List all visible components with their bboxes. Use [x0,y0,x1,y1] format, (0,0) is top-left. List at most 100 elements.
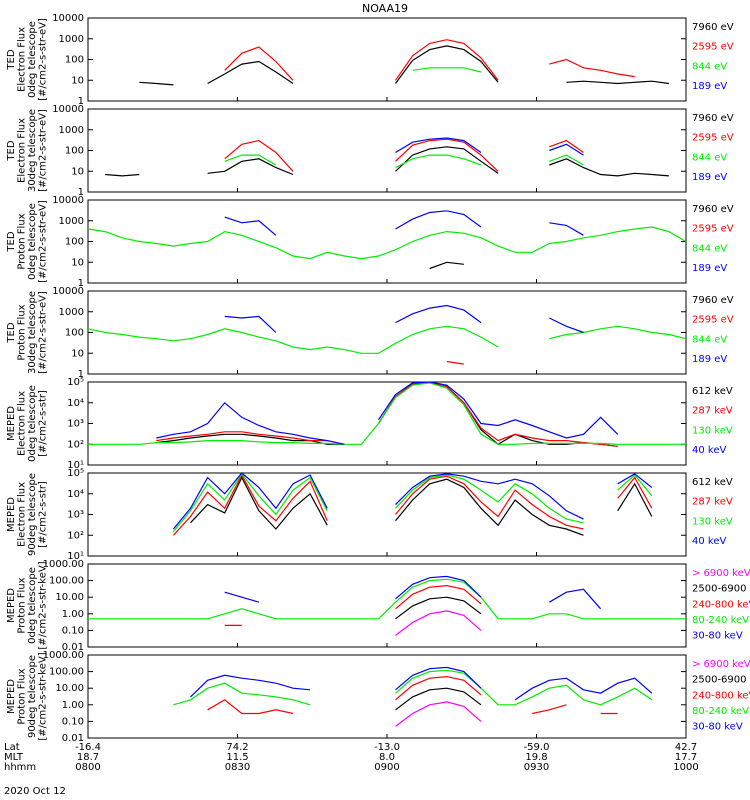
y-tick-label: 1000.00 [43,650,84,661]
legend-entry: 189 eV [692,172,727,183]
legend-entry: 2595 eV [692,42,734,53]
legend-entry: 2595 eV [692,224,734,235]
y-tick-label: 0.10 [62,716,84,727]
y-tick-label: 10² [67,530,84,541]
series-line-40-kev [173,473,686,529]
legend-entry: 7960 eV [692,295,734,306]
y-axis-label-line: TED [6,140,17,161]
x-tick-label-hhmm: 0800 [75,762,100,773]
x-tick-label-lat: 42.7 [675,742,697,753]
series-line-2500-6900 [396,597,482,619]
y-axis-label-line: TED [6,231,17,252]
y-axis-label-line: Proton Flux [17,304,28,360]
y-axis-label-line: [#/cm2-s-str-eV] [38,291,49,374]
y-tick-label: 10⁵ [67,468,84,479]
y-axis-label-line: [#/cm2-s-str-keV] [38,652,49,740]
legend-entry: 7960 eV [692,22,734,33]
date-label: 2020 Oct 12 [4,786,66,797]
series-line-2595-ev [225,40,635,81]
y-axis-label-line: 90deg telescope [27,473,38,556]
y-axis-label-line: MEPED [6,588,17,623]
panel-meped-electron-0deg: 10¹ 10² 10³ 10⁴ 10⁵ MEPED Electron Flux 0deg te… [6,377,733,471]
series-group [88,211,686,269]
x-tick-label-lat: 74.2 [226,742,248,753]
legend-entry: 2500-6900 [692,675,747,686]
series-line-80-240-kev [88,579,686,619]
legend-entry: 287 keV [692,497,733,508]
legend-entry: 40 keV [692,445,726,456]
y-tick-label: 1.00 [62,609,84,620]
legend-entry: 130 keV [692,516,733,527]
y-axis-label-line: 0deg telescope [27,567,38,644]
x-tick-label-mlt: 17.7 [675,752,697,763]
x-row-label: MLT [4,752,24,763]
series-line-189-ev [396,138,584,155]
y-axis-label-line: [#/cm2-s-str-eV] [38,200,49,283]
y-tick-label: 1 [78,96,84,107]
series-line-80-240-kev [173,670,651,705]
legend-entry: 40 keV [692,536,726,547]
y-tick-label: 1 [78,369,84,380]
y-axis-label-line: 90deg telescope [27,655,38,738]
x-row-label: hhmm [4,762,36,773]
chart-title: NOAA19 [362,2,408,15]
y-axis-label-line: MEPED [6,406,17,441]
y-axis-label: TED Proton Flux 30deg telescope [#/cm2-s-st… [6,291,49,374]
series-line-2500-6900 [396,688,482,710]
y-axis-label-line: Electron Flux [17,482,28,547]
y-axis-label-line: 0deg telescope [27,203,38,280]
panel-meped-electron-90deg: 10¹ 10² 10³ 10⁴ 10⁵ MEPED Electron Flux 90deg t… [6,468,733,562]
y-tick-label: 1 [78,187,84,198]
x-row-label: Lat [4,742,20,753]
series-line--6900-kev [396,702,482,727]
series-line-612-kev [156,382,617,446]
y-tick-label: 100 [65,146,84,157]
y-axis-label-line: TED [6,322,17,343]
y-tick-label: 10000 [52,286,84,297]
y-axis-label: TED Proton Flux 0deg telescope [#/cm2-s-str… [6,200,49,283]
y-tick-label: 100.00 [49,576,84,587]
legend-entry: 189 eV [692,354,727,365]
y-axis-label: MEPED Electron Flux 0deg telescope [#/cm2-s… [6,385,49,462]
y-tick-label: 100 [65,328,84,339]
y-axis-label-line: Electron Flux [17,118,28,183]
y-tick-label: 10⁵ [67,377,84,388]
y-tick-label: 10000 [52,13,84,24]
x-tick-label-hhmm: 0830 [225,762,250,773]
series-group [139,40,669,85]
legend-entry: 240-800 keV [692,690,750,701]
y-tick-label: 100 [65,237,84,248]
y-tick-label: 100.00 [49,667,84,678]
y-tick-label: 10 [71,348,84,359]
x-tick-label-mlt: 18.7 [77,752,99,763]
legend-entry: 240-800 keV [692,599,750,610]
y-tick-label: 1 [78,278,84,289]
panel-frame [87,199,687,284]
y-tick-label: 0.10 [62,625,84,636]
series-line-844-ev [88,227,686,259]
legend-entry: 7960 eV [692,204,734,215]
y-axis-label-line: 0deg telescope [27,385,38,462]
y-axis-label-line: [#/cm2-s-str-eV] [38,109,49,192]
panel-frame [87,290,687,375]
series-line-240-800-kev [225,586,481,626]
legend-entry: 30-80 keV [692,722,743,733]
y-axis-label-line: 0deg telescope [27,21,38,98]
legend-entry: 844 eV [692,334,727,345]
legend-entry: 189 eV [692,81,727,92]
y-tick-label: 10² [67,439,84,450]
legend-entry: 287 keV [692,406,733,417]
y-axis-label: MEPED Proton Flux 0deg telescope [#/cm2-s-s… [6,561,49,649]
series-group [88,382,686,446]
series-line-2595-ev [225,139,584,171]
series-line-7960-ev [105,147,669,176]
y-axis-label-line: [#/cm2-s-str-eV] [38,18,49,101]
series-line-844-ev [413,68,481,72]
legend-entry: 189 eV [692,263,727,274]
series-group [88,576,686,635]
x-tick-label-mlt: 19.8 [525,752,547,763]
x-tick-label-hhmm: 1000 [673,762,698,773]
